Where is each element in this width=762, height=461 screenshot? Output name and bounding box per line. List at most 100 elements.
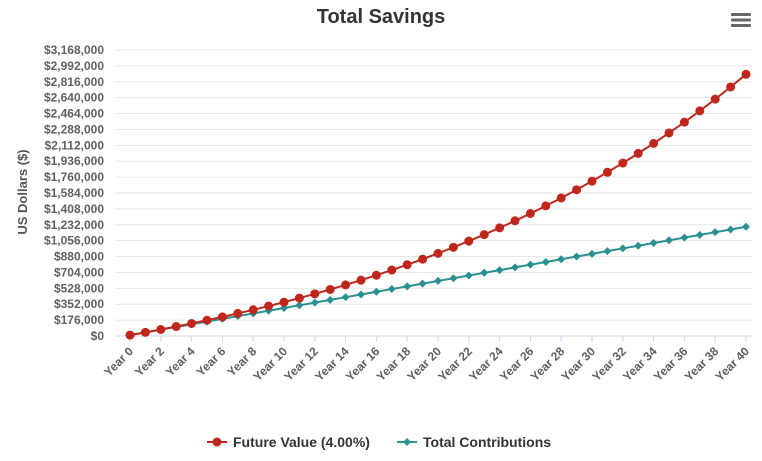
- y-tick-label: $528,000: [54, 281, 104, 295]
- y-tick-label: $2,464,000: [44, 107, 104, 121]
- data-point[interactable]: [140, 327, 150, 337]
- y-tick-label: $352,000: [54, 297, 104, 311]
- data-point[interactable]: [603, 247, 612, 256]
- y-tick-label: $1,760,000: [44, 170, 104, 184]
- data-point[interactable]: [434, 276, 442, 285]
- data-point[interactable]: [294, 293, 304, 303]
- data-point[interactable]: [371, 270, 381, 280]
- x-tick-label: Year 6: [194, 344, 229, 379]
- data-point[interactable]: [357, 290, 365, 299]
- y-tick-label: $1,584,000: [44, 186, 104, 200]
- data-point[interactable]: [557, 255, 566, 264]
- data-point[interactable]: [556, 193, 566, 203]
- data-point[interactable]: [402, 260, 412, 270]
- data-point[interactable]: [679, 117, 689, 127]
- data-point[interactable]: [387, 265, 397, 275]
- data-point[interactable]: [495, 223, 505, 233]
- data-point[interactable]: [633, 148, 643, 158]
- data-point[interactable]: [356, 275, 366, 285]
- y-tick-label: $1,056,000: [44, 234, 104, 248]
- plot-series: [125, 69, 751, 340]
- data-point[interactable]: [511, 263, 519, 272]
- data-point[interactable]: [495, 266, 504, 275]
- x-tick-label: Year 0: [101, 344, 136, 379]
- data-point[interactable]: [387, 285, 396, 294]
- data-point[interactable]: [526, 260, 535, 269]
- y-tick-label: $1,408,000: [44, 202, 104, 216]
- data-point[interactable]: [325, 284, 335, 294]
- data-point[interactable]: [202, 315, 212, 325]
- data-point[interactable]: [680, 233, 689, 242]
- data-point[interactable]: [310, 298, 319, 307]
- data-point[interactable]: [264, 301, 274, 311]
- y-tick-label: $2,816,000: [44, 75, 104, 89]
- data-point[interactable]: [433, 248, 443, 258]
- data-point[interactable]: [572, 185, 582, 195]
- data-point[interactable]: [634, 241, 643, 250]
- data-point[interactable]: [695, 230, 704, 239]
- data-point[interactable]: [372, 287, 381, 296]
- data-point[interactable]: [479, 230, 489, 240]
- data-point[interactable]: [510, 216, 520, 226]
- data-point[interactable]: [587, 176, 597, 186]
- data-point[interactable]: [541, 257, 550, 266]
- data-point[interactable]: [602, 167, 612, 177]
- legend[interactable]: Future Value (4.00%) Total Contributions: [207, 434, 551, 450]
- data-point[interactable]: [711, 228, 720, 237]
- data-point[interactable]: [726, 82, 736, 92]
- data-point[interactable]: [233, 308, 243, 318]
- data-point[interactable]: [341, 280, 351, 290]
- data-point[interactable]: [248, 305, 258, 315]
- y-tick-label: $1,936,000: [44, 154, 104, 168]
- data-point[interactable]: [618, 158, 628, 168]
- y-axis-ticks: $0 $176,000 $352,000 $528,000 $704,000$880,0…: [44, 43, 104, 343]
- data-point[interactable]: [156, 324, 166, 334]
- data-point[interactable]: [326, 295, 335, 304]
- data-point[interactable]: [295, 301, 304, 310]
- data-point[interactable]: [649, 138, 659, 148]
- data-point[interactable]: [742, 222, 750, 231]
- data-point[interactable]: [464, 271, 473, 280]
- chart-title: Total Savings: [317, 6, 446, 28]
- legend-item[interactable]: Total Contributions: [397, 434, 551, 450]
- data-point[interactable]: [418, 279, 427, 288]
- data-point[interactable]: [618, 244, 627, 253]
- y-tick-label: $2,288,000: [44, 122, 104, 136]
- legend-marker: [403, 438, 411, 446]
- data-point[interactable]: [525, 208, 535, 218]
- data-point[interactable]: [464, 236, 474, 246]
- y-tick-label: $0: [91, 329, 105, 343]
- data-point[interactable]: [664, 128, 674, 138]
- data-point[interactable]: [480, 268, 489, 277]
- data-point[interactable]: [572, 252, 581, 261]
- data-point[interactable]: [588, 249, 596, 258]
- data-point[interactable]: [310, 289, 320, 299]
- y-tick-label: $2,640,000: [44, 91, 104, 105]
- x-tick-label: Year 40: [712, 344, 752, 384]
- series-future-value-4-00[interactable]: [125, 69, 751, 340]
- data-point[interactable]: [710, 94, 720, 104]
- data-point[interactable]: [448, 242, 458, 252]
- data-point[interactable]: [726, 225, 735, 234]
- data-point[interactable]: [341, 293, 350, 302]
- y-tick-label: $2,992,000: [44, 59, 104, 73]
- data-point[interactable]: [541, 201, 551, 211]
- data-point[interactable]: [403, 282, 412, 291]
- menu-bar-top: [731, 13, 751, 16]
- x-tick-label: Year 2: [132, 344, 167, 379]
- data-point[interactable]: [217, 312, 227, 322]
- data-point[interactable]: [649, 239, 658, 248]
- legend-label: Future Value (4.00%): [233, 434, 370, 450]
- data-point[interactable]: [125, 330, 135, 340]
- data-point[interactable]: [187, 318, 197, 328]
- data-point[interactable]: [279, 297, 289, 307]
- data-point[interactable]: [449, 274, 458, 283]
- data-point[interactable]: [418, 254, 428, 264]
- data-point[interactable]: [665, 236, 673, 245]
- data-point[interactable]: [741, 69, 751, 79]
- data-point[interactable]: [171, 322, 181, 332]
- chart-menu-button[interactable]: [730, 12, 752, 30]
- legend-item[interactable]: Future Value (4.00%): [207, 434, 370, 450]
- data-point[interactable]: [695, 106, 705, 116]
